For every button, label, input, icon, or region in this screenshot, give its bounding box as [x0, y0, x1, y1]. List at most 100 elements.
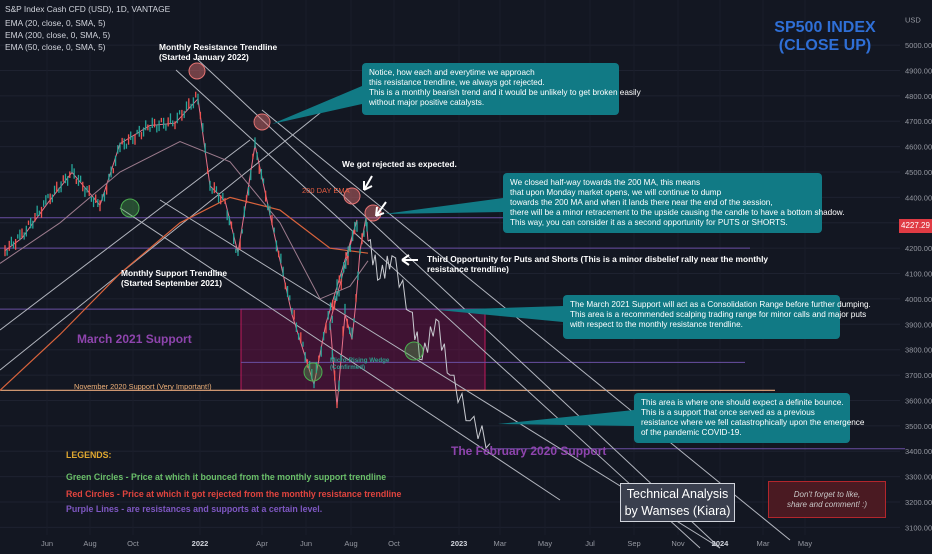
- green-circle: [120, 198, 140, 218]
- y-tick-label: 4200.00: [905, 244, 932, 253]
- y-tick-label: 4600.00: [905, 143, 932, 152]
- projection-path: [367, 238, 491, 450]
- x-tick-label: Aug: [83, 539, 96, 548]
- callout-200ma-note[interactable]: We closed half-way towards the 200 MA, t…: [503, 173, 845, 233]
- third-opportunity-line2: resistance trendline): [427, 264, 509, 274]
- legend-title: LEGENDS:: [66, 450, 112, 460]
- ema-20-line: [4, 97, 369, 407]
- callout3-pointer: [438, 306, 563, 322]
- monthly-resistance-line1: Monthly Resistance Trendline: [159, 42, 278, 52]
- y-tick-label: 3300.00: [905, 473, 932, 482]
- main-title-line1: SP500 INDEX: [774, 19, 876, 36]
- x-tick-label: Oct: [388, 539, 401, 548]
- y-tick-label: 3900.00: [905, 320, 932, 329]
- y-axis: 5000.00 4900.00 4800.00 4700.00 4600.00 4500.…: [905, 16, 932, 533]
- ema-50-line: [0, 140, 369, 300]
- support-zone: [240, 308, 486, 391]
- third-opportunity-line1: Third Opportunity for Puts and Shorts (T…: [427, 254, 769, 264]
- y-tick-label: 3500.00: [905, 422, 932, 431]
- callout4-line3: resistance where we fell catastrophicall…: [641, 418, 865, 427]
- like-note-line2: share and comment! :): [786, 500, 868, 509]
- ema-200-label[interactable]: EMA (200, close, 0, SMA, 5): [5, 30, 111, 40]
- x-tick-label: Jun: [300, 539, 312, 548]
- callout1-line1: Notice, how each and everytime we approa…: [369, 68, 535, 77]
- monthly-support-label: Monthly Support Trendline (Started Septe…: [121, 268, 227, 288]
- ema-20-label[interactable]: EMA (20, close, 0, SMA, 5): [5, 18, 106, 28]
- callout4-line2: This is a support that once served as a …: [641, 408, 815, 417]
- x-tick-label: May: [538, 539, 552, 548]
- micro-rising-wedge-label: Micro-Rising Wedge (Confirmed): [330, 357, 389, 371]
- red-circle: [343, 187, 361, 205]
- y-tick-label: 4900.00: [905, 66, 932, 75]
- x-tick-label: Jul: [585, 539, 595, 548]
- symbol-title: S&P Index Cash CFD (USD), 1D, VANTAGE: [5, 4, 171, 14]
- third-opportunity-label: Third Opportunity for Puts and Shorts (T…: [427, 254, 768, 274]
- x-tick-label: Apr: [256, 539, 268, 548]
- monthly-resistance-line2: (Started January 2022): [159, 52, 249, 62]
- red-circle: [253, 113, 271, 131]
- like-note-line1: Don't forget to like,: [793, 490, 861, 499]
- callout3-line2: This area is a recommended scalping trad…: [570, 310, 867, 319]
- x-tick-label: Aug: [344, 539, 357, 548]
- circles: [120, 62, 424, 382]
- ema-50-label[interactable]: EMA (50, close, 0, SMA, 5): [5, 42, 106, 52]
- trendline: [195, 57, 721, 549]
- y-tick-label: 4500.00: [905, 168, 932, 177]
- trendline: [175, 69, 701, 549]
- legend-green-circles: Green Circles - Price at which it bounce…: [66, 472, 387, 482]
- callout2-line5: This way, you can consider it as a secon…: [510, 218, 788, 227]
- x-tick-label: May: [798, 539, 812, 548]
- wedge-line1: Micro-Rising Wedge: [330, 357, 390, 364]
- branding-line2: by Wamses (Kiara): [624, 504, 731, 518]
- x-tick-label: Jun: [41, 539, 53, 548]
- monthly-resistance-label: Monthly Resistance Trendline (Started Ja…: [159, 42, 277, 62]
- x-tick-label: 2023: [451, 539, 468, 548]
- march-2021-support-label: March 2021 Support: [77, 332, 192, 346]
- trendline: [0, 104, 331, 371]
- callout1-line3: This is a monthly bearish trend and it w…: [369, 88, 641, 97]
- x-tick-label: Sep: [627, 539, 640, 548]
- third-opportunity-arrow: [401, 254, 418, 266]
- y-tick-label: 3200.00: [905, 498, 932, 507]
- y-tick-label: 4100.00: [905, 270, 932, 279]
- trendline: [0, 139, 251, 331]
- ema-200-day-label: 200 DAY EMA: [302, 186, 350, 195]
- like-share-note: Don't forget to like, share and comment!…: [768, 481, 886, 518]
- callout2-pointer: [384, 198, 503, 214]
- current-price-tag: 4227.29: [899, 219, 932, 233]
- green-circle: [404, 341, 424, 361]
- callout4-pointer: [498, 410, 634, 426]
- callout1-line4: without major positive catalysts.: [369, 98, 485, 107]
- y-tick-label: 4800.00: [905, 92, 932, 101]
- callout-bounce-note[interactable]: This area is where one should expect a d…: [634, 393, 865, 443]
- callout4-line4: of the pandemic COVID-19.: [641, 428, 742, 437]
- x-axis: Jun Aug Oct 2022 Apr Jun Aug Oct 2023 Mar May Jul Se…: [41, 539, 812, 548]
- ema-200-line: [0, 196, 369, 391]
- red-circle: [188, 62, 206, 80]
- monthly-support-line1: Monthly Support Trendline: [121, 268, 228, 278]
- callout3-line3: with respect to the monthly resistance t…: [570, 320, 743, 329]
- rejected-label: We got rejected as expected.: [342, 159, 457, 169]
- callout-march-support-note[interactable]: The March 2021 Support will act as a Con…: [563, 295, 871, 339]
- branding-box: Technical Analysis by Wamses (Kiara): [620, 483, 735, 522]
- support-zone-rect: [240, 308, 486, 391]
- callout2-line2: that upon Monday market opens, we will c…: [510, 188, 722, 197]
- x-tick-label: 2022: [192, 539, 209, 548]
- x-tick-label: Nov: [671, 539, 685, 548]
- y-tick-label: 4700.00: [905, 117, 932, 126]
- main-title-line2: (CLOSE UP): [778, 37, 872, 54]
- callout4-line1: This area is where one should expect a d…: [641, 398, 844, 407]
- wedge-line2: (Confirmed): [330, 364, 366, 371]
- y-tick-label: 3100.00: [905, 523, 932, 532]
- green-circle: [303, 362, 323, 382]
- november-2020-support-label: November 2020 Support (Very Important!): [74, 382, 212, 391]
- trendline: [261, 109, 791, 541]
- callout2-line4: there will be a minor retracement to the…: [510, 208, 845, 217]
- y-tick-label: 4000.00: [905, 295, 932, 304]
- callout-resistance-note[interactable]: Notice, how each and everytime we approa…: [362, 63, 641, 115]
- y-tick-label: 3400.00: [905, 447, 932, 456]
- y-tick-label: 3600.00: [905, 396, 932, 405]
- callout1-pointer: [272, 86, 362, 124]
